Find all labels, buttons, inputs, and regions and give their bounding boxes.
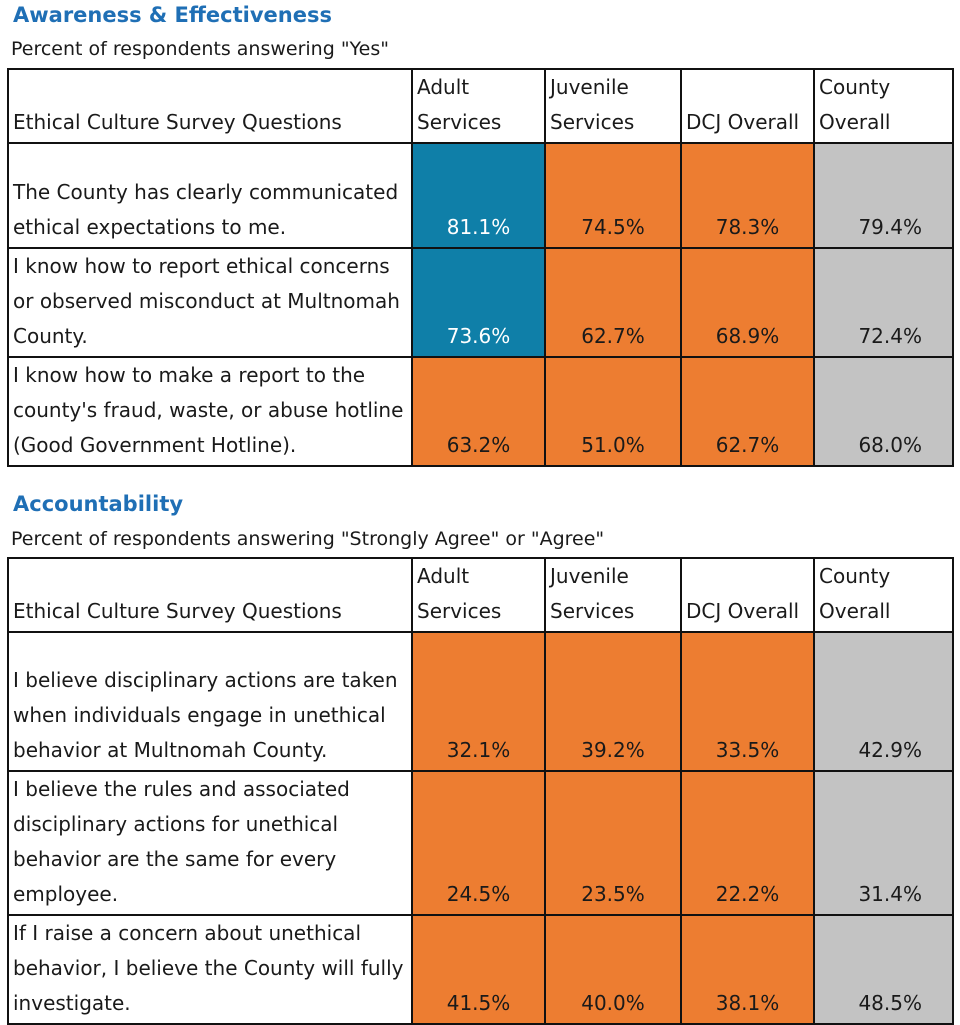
section-title: Awareness & Effectiveness [13,3,332,27]
accountability-section: Accountability Percent of respondents an… [0,490,960,1025]
county-value: 72.4% [813,247,954,358]
table-row: If I raise a concern about unethical beh… [7,914,954,1025]
header-row: Ethical Culture Survey Questions Adult S… [7,68,954,144]
dcj-value: 22.2% [680,770,815,916]
header-adult: Adult Services [411,68,546,144]
juvenile-value: 40.0% [544,914,682,1025]
county-value: 48.5% [813,914,954,1025]
dcj-value: 62.7% [680,356,815,467]
dcj-value: 33.5% [680,631,815,772]
adult-value: 41.5% [411,914,546,1025]
header-question: Ethical Culture Survey Questions [7,68,413,144]
adult-value: 24.5% [411,770,546,916]
header-row: Ethical Culture Survey Questions Adult S… [7,557,954,633]
adult-value: 63.2% [411,356,546,467]
awareness-section: Awareness & Effectiveness Percent of res… [0,0,960,467]
awareness-table: Ethical Culture Survey Questions Adult S… [7,68,954,467]
dcj-value: 78.3% [680,142,815,249]
dcj-value: 68.9% [680,247,815,358]
question-cell: I know how to make a report to the count… [7,356,413,467]
juvenile-value: 51.0% [544,356,682,467]
header-juvenile: Juvenile Services [544,68,682,144]
header-county: County Overall [813,68,954,144]
header-question: Ethical Culture Survey Questions [7,557,413,633]
question-cell: I believe the rules and associated disci… [7,770,413,916]
county-value: 31.4% [813,770,954,916]
juvenile-value: 74.5% [544,142,682,249]
adult-value: 32.1% [411,631,546,772]
section-subtitle: Percent of respondents answering "Yes" [11,38,389,60]
county-value: 68.0% [813,356,954,467]
juvenile-value: 62.7% [544,247,682,358]
juvenile-value: 23.5% [544,770,682,916]
county-value: 42.9% [813,631,954,772]
section-subtitle: Percent of respondents answering "Strong… [11,528,605,550]
header-county: County Overall [813,557,954,633]
header-juvenile: Juvenile Services [544,557,682,633]
question-cell: If I raise a concern about unethical beh… [7,914,413,1025]
table-row: I know how to make a report to the count… [7,356,954,467]
section-title: Accountability [13,492,184,516]
juvenile-value: 39.2% [544,631,682,772]
question-cell: I believe disciplinary actions are taken… [7,631,413,772]
header-dcj: DCJ Overall [680,557,815,633]
accountability-table: Ethical Culture Survey Questions Adult S… [7,557,954,1025]
header-adult: Adult Services [411,557,546,633]
adult-value: 73.6% [411,247,546,358]
table-row: I believe the rules and associated disci… [7,770,954,916]
question-cell: I know how to report ethical concerns or… [7,247,413,358]
header-dcj: DCJ Overall [680,68,815,144]
dcj-value: 38.1% [680,914,815,1025]
table-row: I believe disciplinary actions are taken… [7,631,954,772]
table-row: I know how to report ethical concerns or… [7,247,954,358]
adult-value: 81.1% [411,142,546,249]
table-row: The County has clearly communicated ethi… [7,142,954,249]
question-cell: The County has clearly communicated ethi… [7,142,413,249]
county-value: 79.4% [813,142,954,249]
